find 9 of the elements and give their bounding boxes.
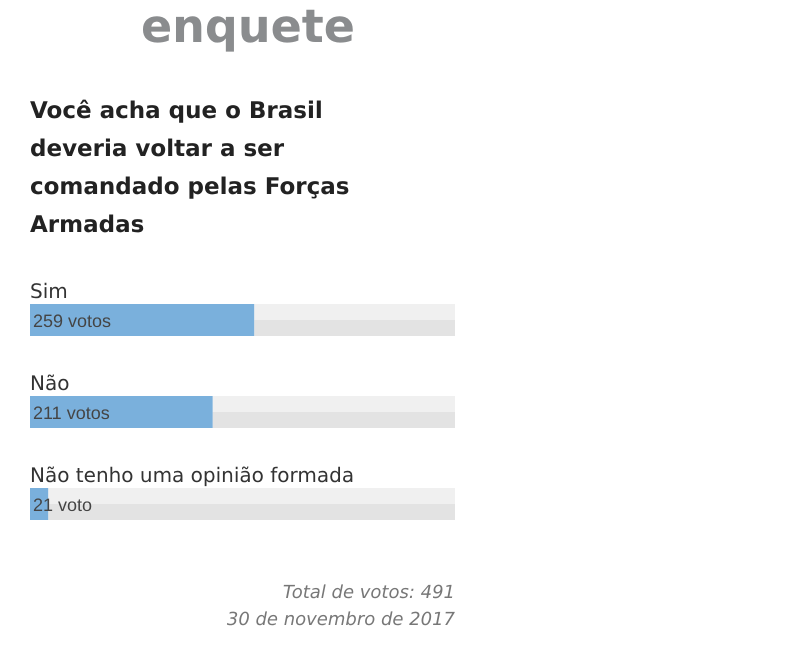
data-label: 259 votos bbox=[33, 311, 112, 331]
y-tick-label: Não bbox=[30, 371, 70, 395]
text: Total de votos: 491 bbox=[282, 582, 455, 603]
chart-subtitle: Você acha que o Brasil deveria voltar a ser comandado pelas Forças Armadas bbox=[30, 98, 350, 238]
text: 30 de novembro de 2017 bbox=[226, 609, 456, 630]
chart-title: enquete bbox=[140, 0, 356, 53]
y-tick-label: Sim bbox=[30, 279, 68, 303]
data-label: 211 votos bbox=[33, 403, 110, 423]
y-tick-label: Não tenho uma opinião formada bbox=[30, 463, 354, 487]
